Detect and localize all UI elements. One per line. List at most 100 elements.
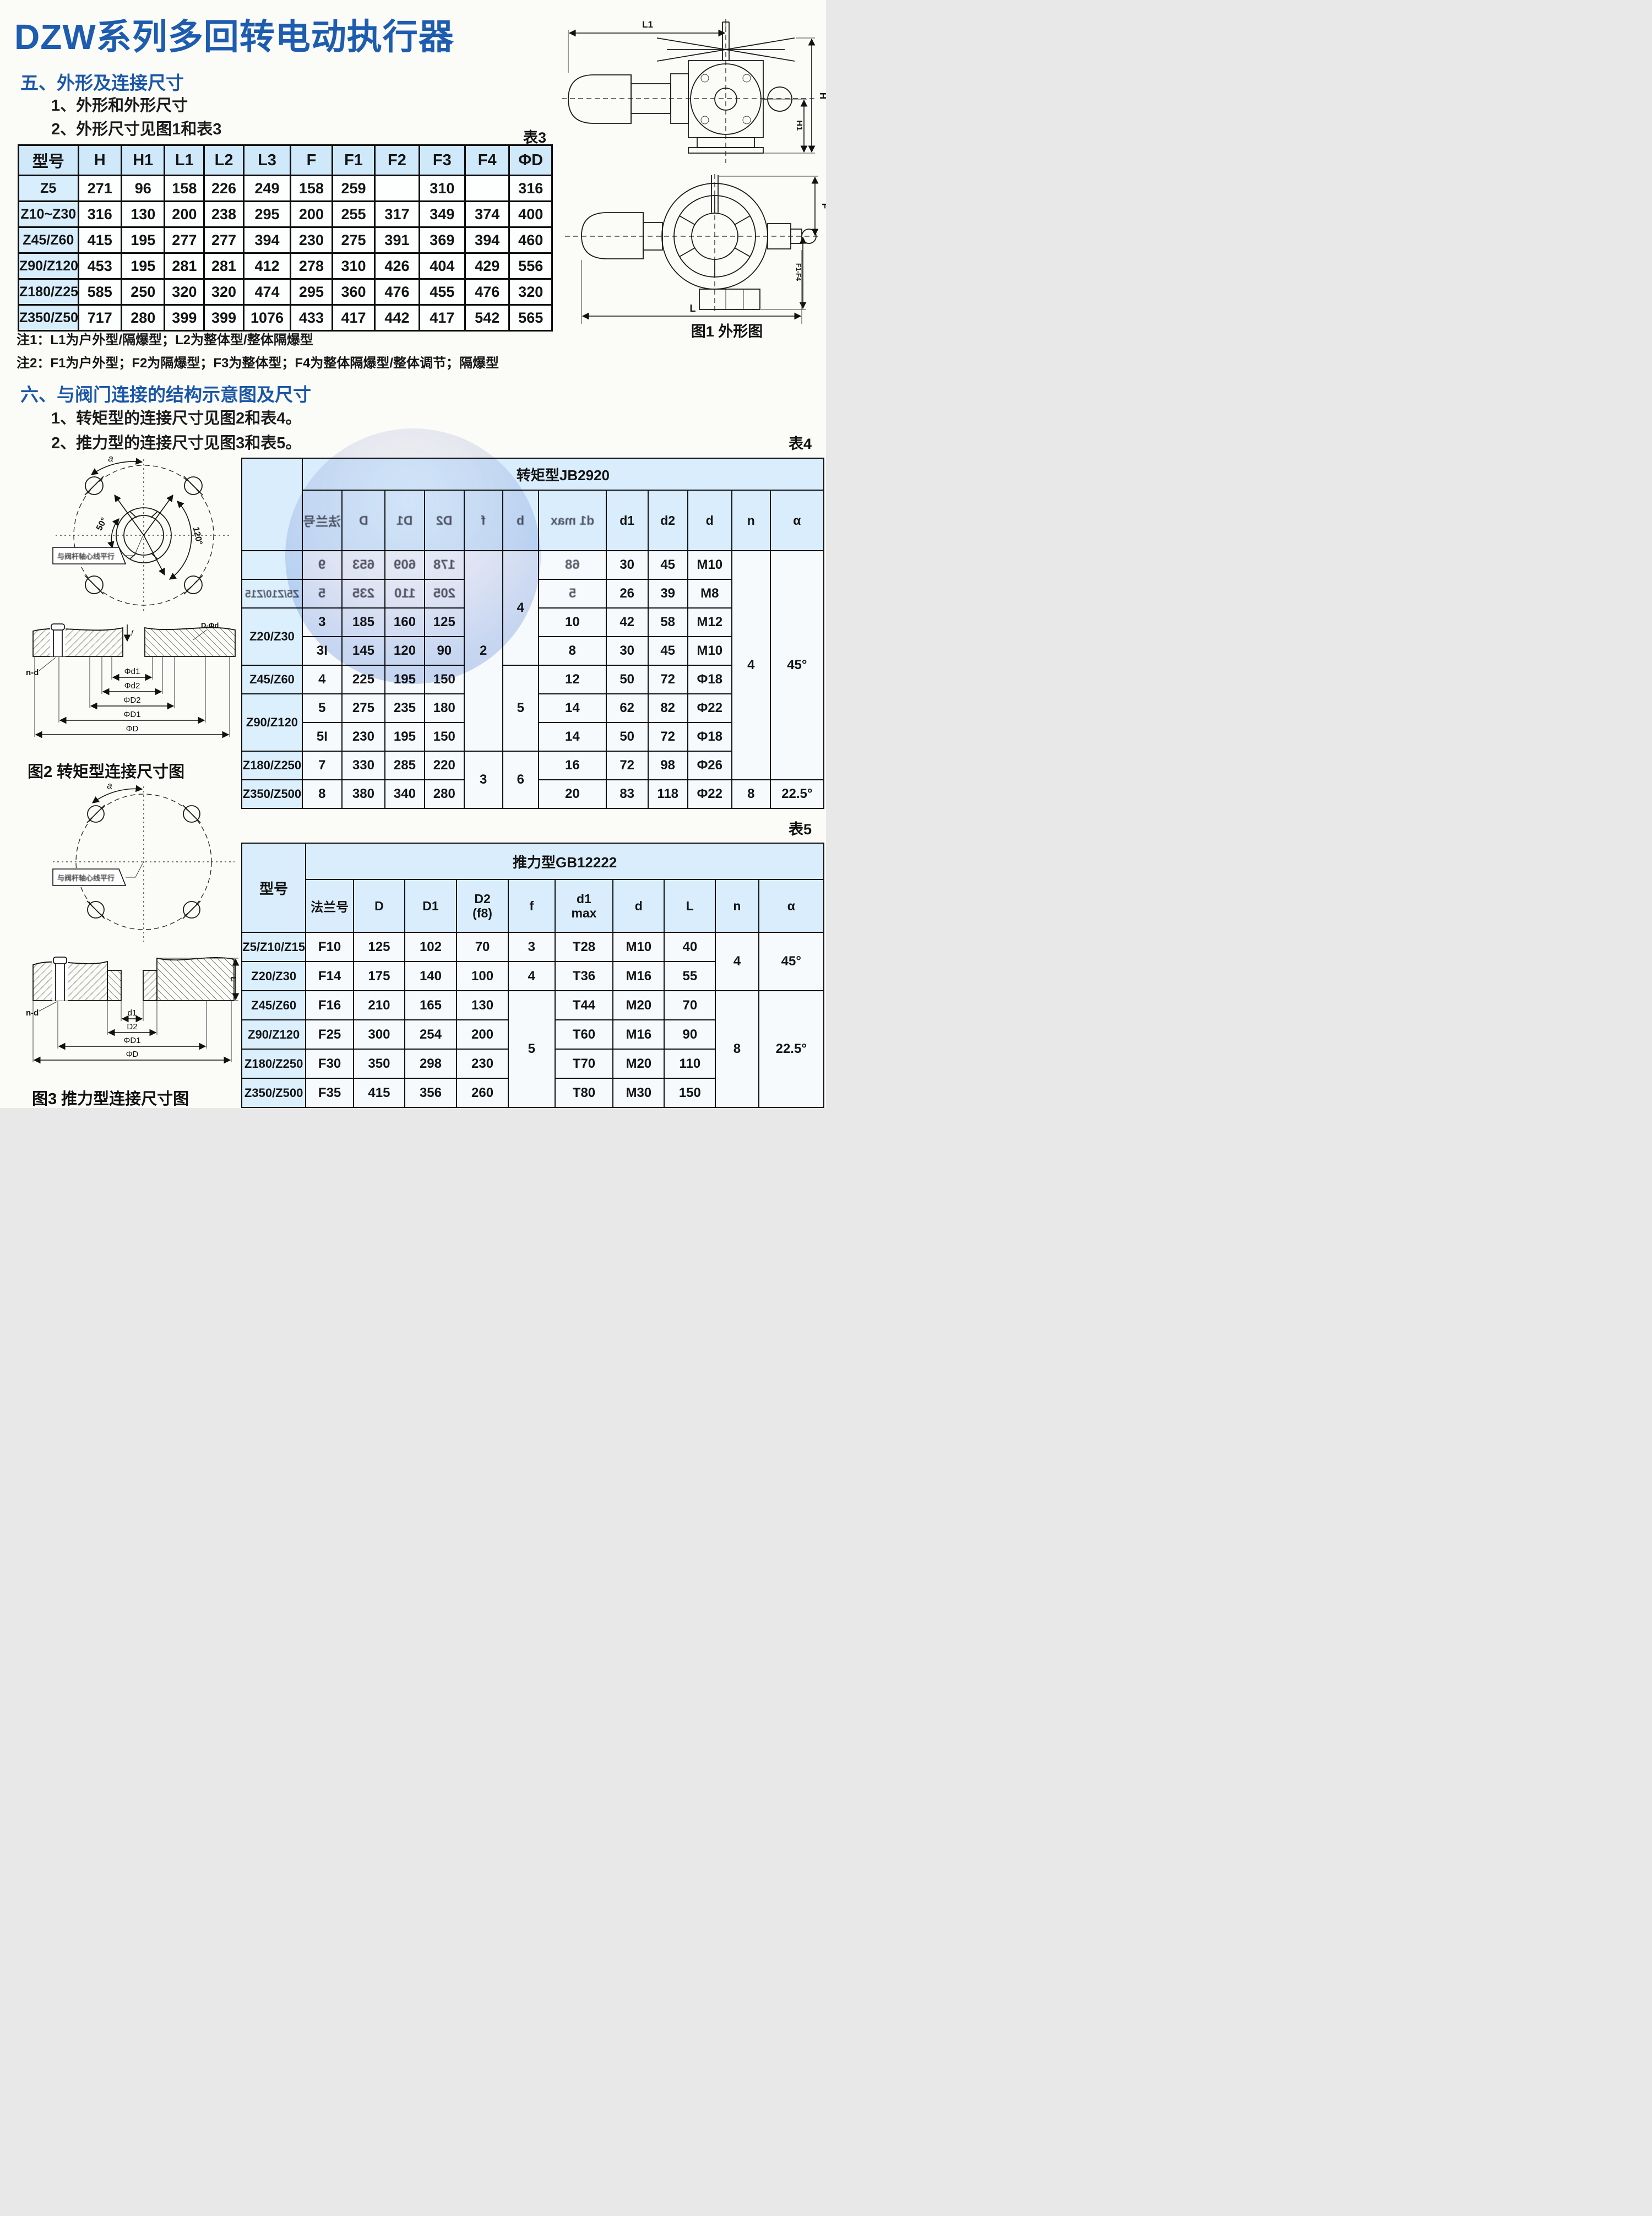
col-header: F4 <box>464 144 510 176</box>
col-header: L3 <box>242 144 292 176</box>
cell: 433 <box>290 304 333 332</box>
cell: 417 <box>331 304 376 332</box>
cell: 317 <box>374 200 420 228</box>
cell: 165 <box>404 990 458 1020</box>
cell: 195 <box>120 252 166 280</box>
cell: F35 <box>305 1078 354 1108</box>
col-header: F1 <box>331 144 376 176</box>
cell: 40 <box>664 932 716 962</box>
cell: 195 <box>384 665 425 694</box>
cell: 200 <box>456 1019 509 1050</box>
section-5-item-2: 2、外形尺寸见图1和表3 <box>51 121 222 138</box>
cell: 417 <box>418 304 466 332</box>
cell: 8 <box>715 990 759 1108</box>
cell: 30 <box>605 550 649 580</box>
cell: 399 <box>164 304 205 332</box>
cell: 295 <box>290 278 333 306</box>
cell: Φ18 <box>687 722 732 752</box>
dim-label-d1: d1 <box>128 1008 137 1018</box>
col-header: L2 <box>203 144 244 176</box>
cell: F25 <box>305 1019 354 1050</box>
cell: F16 <box>305 990 354 1020</box>
cell: 180 <box>423 693 465 723</box>
cell: 7 <box>301 751 343 780</box>
cell: 5 <box>508 990 556 1108</box>
cell: 205 <box>423 579 465 609</box>
cell: Φ22 <box>687 779 732 809</box>
row-model: Z180/Z250 <box>241 751 303 780</box>
table-row: Z10~Z30 316 130 200 238 295 200 255 317 349 374 400 <box>18 200 553 228</box>
col-header: d2 <box>647 490 688 551</box>
cell: M20 <box>612 1049 665 1079</box>
cell: 102 <box>404 932 458 962</box>
cell: 4 <box>502 550 540 666</box>
cell: 90 <box>664 1019 716 1050</box>
figure-2-section: f D-Φd n-d Φd1 Φd2 ΦD2 ΦD1 ΦD <box>26 621 236 738</box>
col-header <box>241 458 303 551</box>
dim-label-L: L <box>229 976 238 981</box>
cell: M20 <box>612 990 665 1020</box>
cell: 3I <box>301 636 343 666</box>
cell: 12 <box>538 665 607 694</box>
cell: 281 <box>203 252 244 280</box>
cell: T60 <box>554 1019 614 1050</box>
cell: 310 <box>418 175 466 202</box>
cell: T28 <box>554 932 614 962</box>
cell: 230 <box>456 1049 509 1079</box>
cell: 210 <box>352 990 405 1020</box>
cell <box>374 175 420 202</box>
col-header: d <box>612 879 665 933</box>
cell: 394 <box>464 226 510 254</box>
row-model: Z90/Z120 <box>241 693 303 752</box>
cell: 281 <box>164 252 205 280</box>
cell: F10 <box>305 932 354 962</box>
table-row: 9 653 609 178 2 4 68 30 45 M10 4 45° <box>241 550 825 780</box>
figure-3-circle: a 与阀杆轴心线平行 <box>52 780 235 942</box>
figure-1: L1 H H1 F F1-F4 L <box>562 19 826 324</box>
section-6-heading: 六、与阀门连接的结构示意图及尺寸 <box>20 384 311 405</box>
cell: 130 <box>120 200 166 228</box>
col-header: D1 <box>404 879 458 933</box>
col-header: F2 <box>374 144 420 176</box>
cell: 5I <box>301 722 343 752</box>
cell: 8 <box>538 636 607 666</box>
figure-3-caption: 图3 推力型连接尺寸图 <box>32 1090 189 1108</box>
row-model: Z10~Z30 <box>18 200 79 228</box>
table-row: Z90/Z120 5 275 235 180 14 62 82 Φ22 <box>241 693 824 752</box>
cell: 230 <box>341 722 386 752</box>
cell: 426 <box>374 252 420 280</box>
section-5-item-1: 1、外形和外形尺寸 <box>51 97 188 115</box>
cell: 374 <box>464 200 510 228</box>
cell: 717 <box>77 304 123 332</box>
cell: 140 <box>404 961 458 991</box>
cell: 404 <box>418 252 466 280</box>
cell: 98 <box>647 751 688 780</box>
catalog-page: DZW系列多回转电动执行器 五、外形及连接尺寸 1、外形和外形尺寸 2、外形尺寸… <box>0 0 826 1108</box>
col-header: 型号 <box>18 144 79 176</box>
cell: M8 <box>687 579 732 609</box>
col-header: D1 <box>384 490 425 551</box>
cell: 415 <box>352 1078 405 1108</box>
cell: T36 <box>554 961 614 991</box>
cell: 2 <box>463 550 503 752</box>
col-header: α <box>758 879 825 933</box>
cell: 280 <box>423 779 465 809</box>
row-model: Z180/Z250 <box>241 1049 307 1079</box>
col-header: d1 max <box>538 490 607 551</box>
dim-label-nd: n-d <box>26 668 39 677</box>
cell: 285 <box>384 751 425 780</box>
cell: 9 <box>301 550 343 580</box>
cell: 310 <box>331 252 376 280</box>
cell: T80 <box>554 1078 614 1108</box>
col-header: α <box>769 490 825 551</box>
leader-note: 与阀杆轴心线平行 <box>57 874 115 882</box>
table-row: Z5 271 96 158 226 249 158 259 310 316 <box>18 175 553 202</box>
cell: 72 <box>605 751 649 780</box>
section-5-heading: 五、外形及连接尺寸 <box>20 73 184 93</box>
cell: 653 <box>341 550 386 580</box>
cell: 280 <box>120 304 166 332</box>
leader-note: 与阀杆轴心线平行 <box>57 552 115 561</box>
cell: 235 <box>341 579 386 609</box>
cell: 70 <box>664 990 716 1020</box>
cell: 72 <box>647 722 688 752</box>
